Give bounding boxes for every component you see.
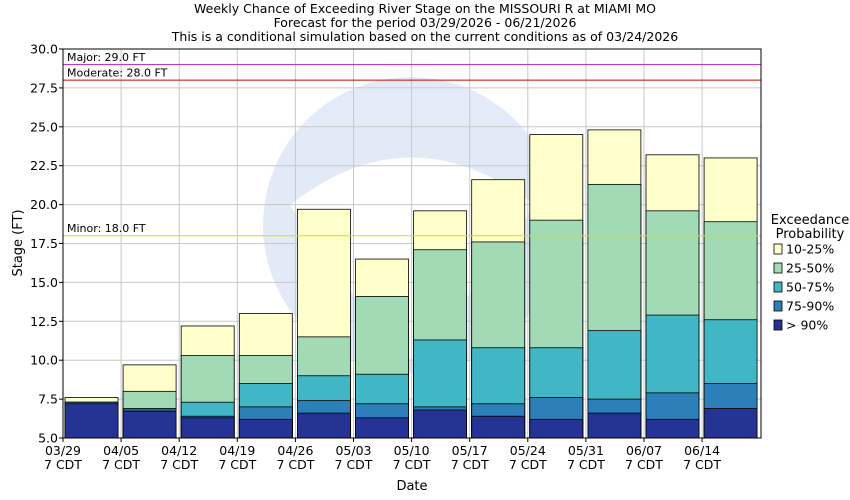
y-axis-ticks: 5.0 7.5 10.0 12.5 15.0 17.5 20.0 22.5 25.0 27.5 30… [30, 42, 63, 446]
y-tick-label: 7.5 [38, 392, 58, 407]
flood-stage-label: Major: 29.0 FT [67, 51, 146, 64]
y-axis-label: Stage (FT) [11, 209, 26, 276]
x-tick-label-date: 04/12 [161, 443, 197, 458]
legend-swatch [773, 300, 783, 312]
plot-border [62, 48, 762, 439]
legend-label: 50-75% [786, 280, 834, 295]
flood-stage-label: Minor: 18.0 FT [67, 222, 146, 235]
x-tick-label-time: 7 CDT [160, 457, 198, 472]
x-tick-label-date: 04/05 [103, 443, 139, 458]
legend-entries: 10-25% 25-50% 50-75% 75-90% > 90% [773, 242, 834, 333]
bar-segment [122, 411, 177, 439]
x-tick-label-time: 7 CDT [276, 457, 314, 472]
x-tick-label-date: 05/10 [394, 443, 430, 458]
bar-segment [180, 417, 235, 439]
y-tick-label: 30.0 [30, 42, 58, 57]
x-tick-label-time: 7 CDT [218, 457, 256, 472]
bar-segment [238, 418, 293, 439]
legend-swatch [773, 262, 783, 274]
chart-title-line-1: Weekly Chance of Exceeding River Stage o… [194, 1, 656, 16]
bar-segment [703, 408, 758, 439]
legend: Exceedance Probability 10-25% 25-50% 50-75… [771, 213, 849, 333]
x-tick-label-time: 7 CDT [509, 457, 547, 472]
x-tick-label-date: 05/31 [568, 443, 604, 458]
y-tick-label: 12.5 [30, 314, 58, 329]
x-tick-label-time: 7 CDT [451, 457, 489, 472]
legend-swatch [773, 243, 783, 255]
bar-segment [471, 415, 526, 439]
legend-label: 75-90% [786, 299, 834, 314]
y-tick-label: 15.0 [30, 275, 58, 290]
flood-stage-lines: Major: 29.0 FT Moderate: 28.0 FT Minor: 18… [63, 51, 761, 237]
bar-segment [587, 412, 642, 439]
x-tick-label-date: 05/24 [510, 443, 546, 458]
y-tick-label: 20.0 [30, 197, 58, 212]
x-tick-label-date: 04/19 [219, 443, 255, 458]
x-tick-label-time: 7 CDT [102, 457, 140, 472]
legend-title-line-1: Exceedance [771, 213, 849, 228]
legend-label: 25-50% [786, 261, 834, 276]
x-tick-label-date: 06/07 [626, 443, 662, 458]
bar-segment [529, 418, 584, 439]
x-tick-label-date: 04/26 [277, 443, 313, 458]
y-tick-label: 27.5 [30, 80, 58, 95]
x-tick-label-date: 05/03 [335, 443, 371, 458]
x-tick-label-time: 7 CDT [567, 457, 605, 472]
bar-segment [64, 403, 119, 439]
x-axis-label: Date [396, 479, 427, 494]
x-tick-label-time: 7 CDT [44, 457, 82, 472]
chart-title-line-2: Forecast for the period 03/29/2026 - 06/… [274, 15, 577, 30]
flood-stage-label: Moderate: 28.0 FT [67, 67, 168, 80]
y-tick-label: 25.0 [30, 119, 58, 134]
y-tick-label: 5.0 [38, 431, 58, 446]
bar-segment [296, 412, 351, 439]
legend-swatch [773, 281, 783, 293]
x-tick-label-date: 03/29 [45, 443, 81, 458]
x-tick-label-date: 06/14 [684, 443, 720, 458]
legend-label: 10-25% [786, 242, 834, 257]
y-tick-label: 17.5 [30, 236, 58, 251]
y-tick-label: 22.5 [30, 158, 58, 173]
y-tick-label: 10.0 [30, 353, 58, 368]
gridlines [63, 48, 761, 439]
legend-label: > 90% [786, 318, 828, 333]
legend-swatch [773, 319, 783, 331]
x-tick-label-time: 7 CDT [625, 457, 663, 472]
x-tick-label-time: 7 CDT [335, 457, 373, 472]
bar-segment [413, 409, 468, 439]
bar-segment [645, 418, 700, 439]
bars [64, 129, 758, 439]
x-tick-label-time: 7 CDT [393, 457, 431, 472]
bar-segment [355, 417, 409, 439]
x-tick-label-time: 7 CDT [683, 457, 721, 472]
legend-title-line-2: Probability [776, 227, 845, 242]
x-tick-label-date: 05/17 [452, 443, 488, 458]
chart-title-line-3: This is a conditional simulation based o… [171, 29, 678, 44]
